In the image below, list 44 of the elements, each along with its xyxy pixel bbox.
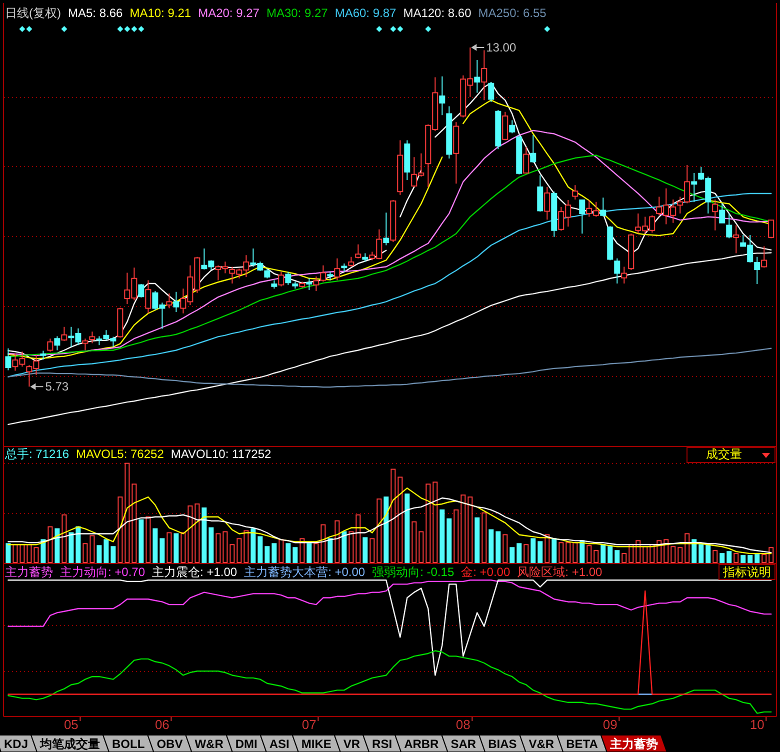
- chart-title: 日线(复权): [5, 6, 61, 20]
- text: SAR: [450, 737, 476, 751]
- annotation: 13.00: [486, 40, 516, 54]
- text: ASI: [269, 737, 290, 751]
- text: BETA: [566, 737, 598, 751]
- text: MA20: 9.27: [198, 6, 260, 20]
- text: VR: [343, 737, 360, 751]
- text: MA30: 9.27: [266, 6, 328, 20]
- text: 总手: 71216: [4, 447, 70, 461]
- text: OBV: [156, 737, 183, 751]
- annotation: 5.73: [45, 380, 69, 394]
- chart-subtitle: 成交量: [706, 447, 742, 461]
- text: MAVOL10: 117252: [170, 447, 272, 461]
- text: MA5: 8.66: [68, 6, 124, 20]
- text: MA120: 8.60: [403, 6, 472, 20]
- text: W&R: [194, 737, 224, 751]
- text: BOLL: [112, 737, 145, 751]
- text: MA250: 6.55: [478, 6, 547, 20]
- x-tick-label: 10: [750, 717, 764, 732]
- chart-title: 主力蓄势: [5, 565, 53, 579]
- text: 主力蓄势: [608, 737, 658, 751]
- text: MA10: 9.21: [130, 6, 192, 20]
- series-label: 主力动向: +0.70: [60, 565, 146, 579]
- text: BIAS: [488, 737, 517, 751]
- text: RSI: [372, 737, 392, 751]
- text: MA60: 9.87: [334, 6, 397, 20]
- x-tick-label: 09: [602, 717, 618, 732]
- x-tick-label: 06: [154, 717, 170, 732]
- text: ARBR: [404, 737, 440, 751]
- text: V&R: [528, 737, 554, 751]
- text: DMI: [235, 737, 258, 751]
- text: MIKE: [301, 737, 332, 751]
- x-tick-label: 07: [302, 717, 316, 732]
- series-label: 主力震仓: +1.00: [152, 565, 238, 579]
- text: MAVOL5: 76252: [76, 447, 164, 461]
- text: 风险区域: +1.00: [517, 565, 603, 579]
- text: KDJ: [4, 737, 28, 751]
- chart-subtitle: 指标说明: [722, 565, 771, 579]
- text: 主力蓄势大本营: +0.00: [244, 565, 366, 579]
- text: 金: +0.00: [461, 565, 510, 579]
- text: 均笔成交量: [39, 737, 100, 751]
- text: 强弱动向: -0.15: [372, 565, 454, 579]
- x-tick-label: 08: [456, 717, 470, 732]
- x-tick-label: 05: [64, 717, 78, 732]
